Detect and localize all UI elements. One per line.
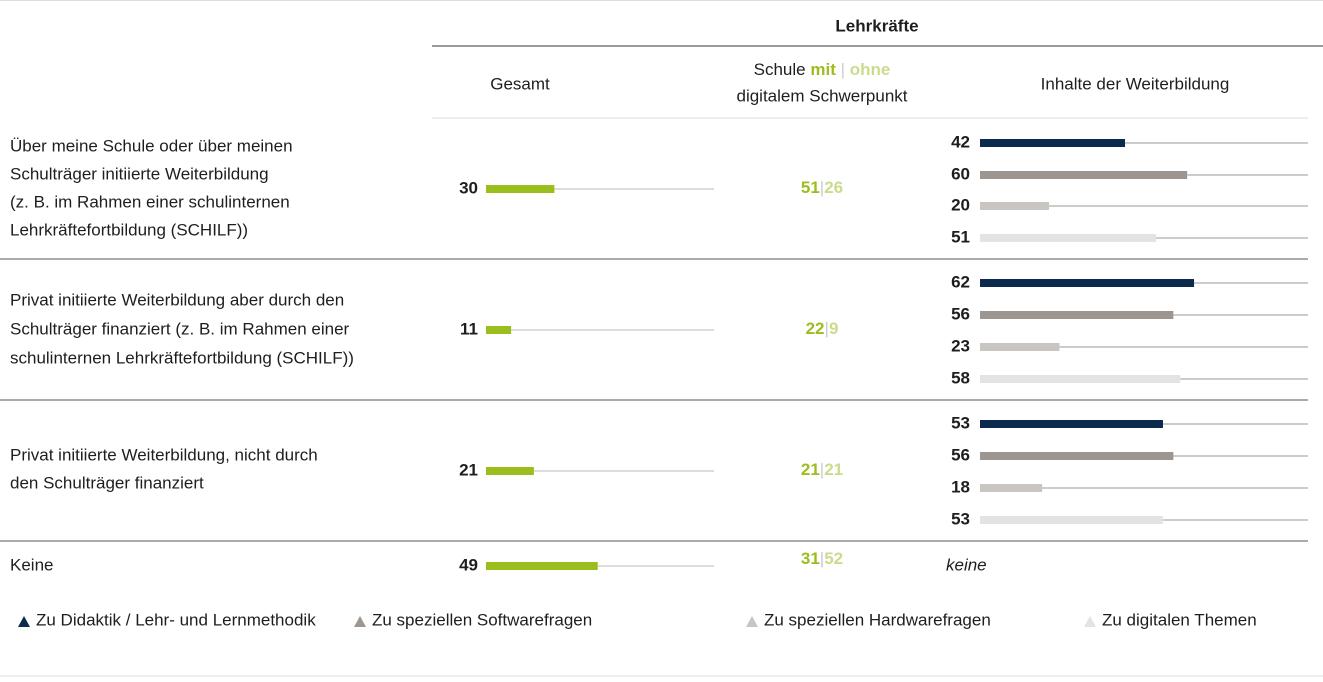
legend-marker bbox=[746, 616, 758, 627]
school-values: 22|9 bbox=[806, 319, 839, 338]
school-values: 51|26 bbox=[801, 178, 843, 197]
value-label: 20 bbox=[951, 195, 970, 214]
legend-label: Zu digitalen Themen bbox=[1102, 610, 1257, 629]
bar bbox=[980, 279, 1195, 287]
legend-marker bbox=[354, 616, 366, 627]
bar bbox=[980, 375, 1181, 383]
column-header: Gesamt bbox=[490, 74, 550, 93]
row-label: Keine bbox=[10, 555, 53, 574]
bar bbox=[980, 343, 1060, 351]
school-values: 21|21 bbox=[801, 460, 843, 479]
bar bbox=[980, 234, 1157, 242]
without-value: 21 bbox=[824, 460, 843, 479]
with-value: 22 bbox=[806, 319, 825, 338]
header-part: Schule bbox=[754, 60, 806, 79]
bar bbox=[980, 484, 1043, 492]
school-values: 31|52 bbox=[801, 549, 843, 568]
value-label: 58 bbox=[951, 368, 970, 387]
value-label: 42 bbox=[951, 132, 970, 151]
row-label: Privat initiierte Weiterbildung, nicht d… bbox=[10, 445, 318, 464]
row-label: Lehrkräftefortbildung (SCHILF)) bbox=[10, 220, 248, 239]
legend-label: Zu speziellen Hardwarefragen bbox=[764, 610, 991, 629]
header-part: | bbox=[841, 60, 845, 79]
bar bbox=[486, 467, 534, 475]
value-label: 53 bbox=[951, 413, 970, 432]
bar bbox=[980, 311, 1174, 319]
column-header: digitalem Schwerpunkt bbox=[736, 86, 907, 105]
bar bbox=[980, 420, 1163, 428]
bar bbox=[980, 202, 1050, 210]
header-part: ohne bbox=[850, 60, 891, 79]
bar bbox=[980, 452, 1174, 460]
value-label: 62 bbox=[951, 272, 970, 291]
legend-label: Zu Didaktik / Lehr- und Lernmethodik bbox=[36, 610, 316, 629]
value-label: 18 bbox=[951, 477, 970, 496]
with-value: 21 bbox=[801, 460, 820, 479]
bar bbox=[486, 185, 555, 193]
row-label: Schulträger finanziert (z. B. im Rahmen … bbox=[10, 319, 350, 338]
without-value: 9 bbox=[829, 319, 838, 338]
separator: | bbox=[820, 460, 824, 479]
note: keine bbox=[946, 555, 987, 574]
value-label: 60 bbox=[951, 164, 970, 183]
separator: | bbox=[820, 549, 824, 568]
row-label: Schulträger initiierte Weiterbildung bbox=[10, 164, 269, 183]
column-header: Schule mit | ohne bbox=[754, 60, 891, 79]
bar bbox=[980, 171, 1188, 179]
bar bbox=[980, 516, 1163, 524]
legend-marker bbox=[18, 616, 30, 627]
row-label: (z. B. im Rahmen einer schulinternen bbox=[10, 192, 290, 211]
group-title: Lehrkräfte bbox=[835, 16, 918, 35]
value-label: 49 bbox=[459, 555, 478, 574]
value-label: 56 bbox=[951, 445, 970, 464]
row-label: Über meine Schule oder über meinen bbox=[10, 136, 293, 155]
value-label: 11 bbox=[460, 319, 478, 338]
value-label: 53 bbox=[951, 509, 970, 528]
row-label: den Schulträger finanziert bbox=[10, 473, 204, 492]
without-value: 26 bbox=[824, 178, 843, 197]
row-label: schulinternen Lehrkräftefortbildung (SCH… bbox=[10, 348, 354, 367]
separator: | bbox=[825, 319, 829, 338]
row-label: Privat initiierte Weiterbildung aber dur… bbox=[10, 290, 344, 309]
value-label: 21 bbox=[459, 460, 478, 479]
header-part: mit bbox=[810, 60, 836, 79]
bar bbox=[486, 326, 512, 334]
separator: | bbox=[820, 178, 824, 197]
value-label: 30 bbox=[459, 178, 478, 197]
value-label: 23 bbox=[951, 336, 970, 355]
with-value: 31 bbox=[801, 549, 820, 568]
legend-marker bbox=[1084, 616, 1096, 627]
column-header: Inhalte der Weiterbildung bbox=[1041, 74, 1230, 93]
legend-label: Zu speziellen Softwarefragen bbox=[372, 610, 592, 629]
value-label: 51 bbox=[951, 227, 970, 246]
value-label: 56 bbox=[951, 304, 970, 323]
without-value: 52 bbox=[824, 549, 843, 568]
bar bbox=[486, 562, 598, 570]
with-value: 51 bbox=[801, 178, 820, 197]
bar bbox=[980, 139, 1126, 147]
